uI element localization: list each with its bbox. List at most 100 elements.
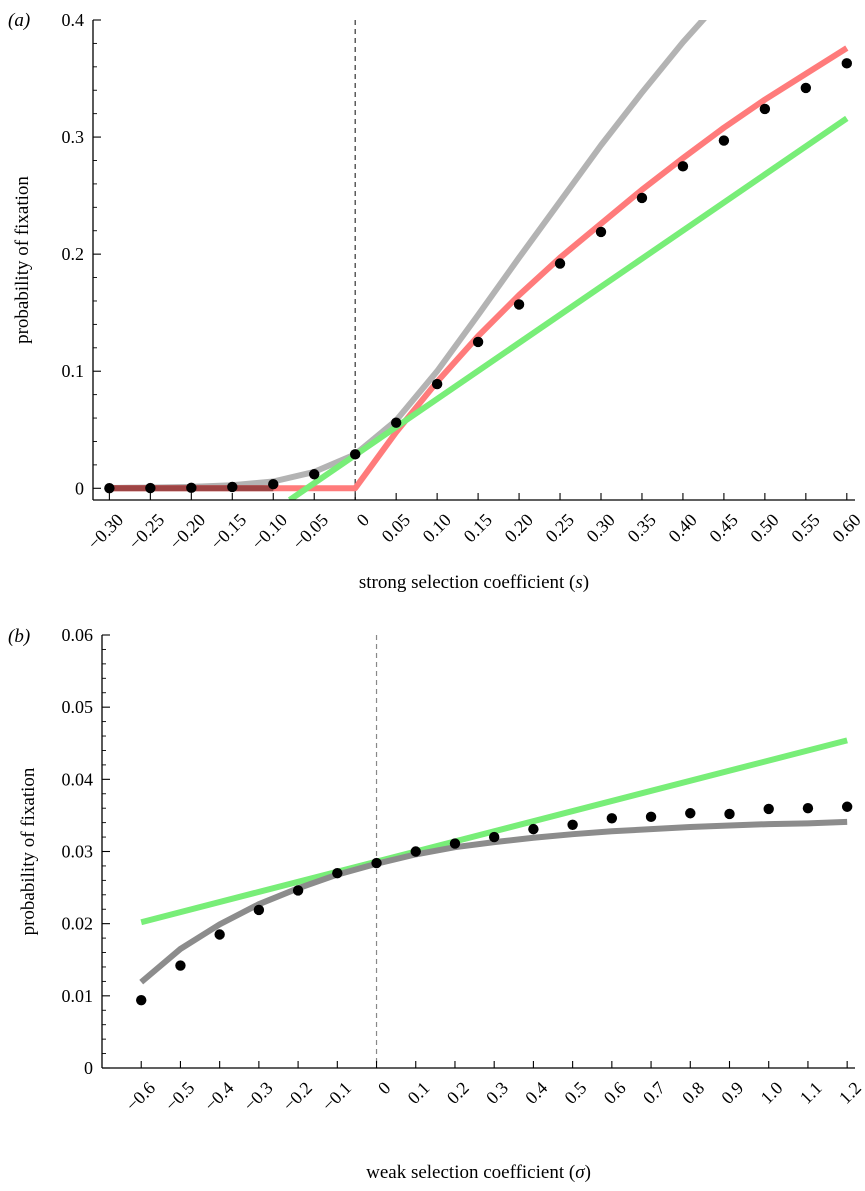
plot-area — [136, 737, 853, 1006]
data-point — [104, 482, 115, 494]
x-axis-title-part: σ — [575, 1162, 585, 1183]
data-point — [606, 813, 618, 824]
panel-b-chart: −0.6 −0.5 −0.4 −0.3 −0.2 −0.1 0 0.1 0.2 0.3 0.4 0.5… — [8, 625, 865, 1183]
data-point — [595, 226, 607, 238]
x-axis-title-part: strong selection coefficient ( — [359, 572, 576, 593]
x-axis-title-part: ) — [583, 572, 589, 593]
x-tick-label: 0.2 — [443, 1078, 473, 1108]
x-axis-title-part: s — [575, 572, 582, 593]
x-axis-title-part: weak selection coefficient ( — [366, 1162, 575, 1183]
data-point — [145, 482, 156, 494]
data-point — [528, 823, 539, 835]
x-tick-label: 1.1 — [796, 1078, 826, 1108]
x-tick-label: 0 — [353, 510, 374, 531]
x-tick-label: −0.25 — [125, 510, 169, 554]
y-tick-label: 0 — [84, 1058, 93, 1078]
x-tick-label: 0.60 — [828, 510, 864, 546]
x-tick-label: 0.50 — [746, 510, 782, 546]
y-tick-label: 0.01 — [62, 986, 94, 1006]
x-tick-label: −0.20 — [166, 510, 210, 554]
x-tick-label: 0.20 — [501, 510, 537, 546]
x-tick-label: 0.45 — [705, 510, 741, 546]
x-tick-label: −0.6 — [122, 1078, 159, 1115]
data-point — [292, 885, 304, 896]
x-tick-label: 0.6 — [600, 1078, 630, 1108]
x-tick-label: −0.2 — [279, 1078, 316, 1115]
x-tick-label: −0.1 — [318, 1078, 355, 1115]
x-tick-label: 0 — [374, 1078, 395, 1099]
data-point — [677, 161, 689, 172]
y-tick-label: 0.1 — [62, 361, 85, 381]
x-tick-label: 0.05 — [378, 510, 414, 546]
x-tick-label: 0.7 — [639, 1078, 669, 1108]
data-point — [800, 82, 812, 94]
x-tick-label: 1.0 — [757, 1078, 787, 1108]
x-axis-title: strong selection coefficient (s) — [359, 572, 589, 593]
data-point — [718, 135, 730, 146]
panel-label: (a) — [8, 10, 30, 31]
x-axis-title: weak selection coefficient (σ) — [366, 1162, 591, 1183]
data-point — [513, 299, 525, 310]
x-tick-label: 0.10 — [419, 510, 455, 546]
data-point — [645, 811, 657, 823]
y-tick-label: 0.2 — [62, 244, 85, 264]
data-point — [410, 846, 421, 857]
x-tick-label: 0.1 — [404, 1078, 434, 1108]
data-point — [186, 482, 197, 494]
data-point — [268, 478, 279, 490]
data-point — [724, 808, 735, 820]
data-point — [227, 481, 238, 493]
data-point — [371, 857, 382, 869]
series-line-0 — [140, 737, 848, 926]
x-tick-label: 1.2 — [835, 1078, 865, 1108]
data-point — [488, 831, 500, 843]
data-point — [567, 819, 578, 830]
series-line-1 — [139, 818, 848, 985]
data-point — [332, 867, 343, 879]
data-point — [449, 838, 461, 849]
y-tick-label: 0.03 — [62, 842, 94, 862]
data-point — [136, 994, 147, 1006]
x-tick-label: −0.5 — [161, 1078, 198, 1115]
series-line-2 — [287, 115, 849, 500]
x-tick-label: −0.10 — [248, 510, 292, 554]
x-tick-label: 0.35 — [623, 510, 659, 546]
panel-a-chart: −0.30−0.25−0.20−0.15−0.10−0.05 0 0.05 0.10 0… — [8, 10, 865, 593]
data-point — [636, 192, 648, 204]
y-axis-title: probability of fixation — [18, 767, 39, 935]
x-tick-label: 0.25 — [541, 510, 577, 546]
data-point — [214, 929, 225, 940]
x-tick-label: 0.5 — [560, 1078, 590, 1108]
data-point — [763, 803, 774, 815]
x-tick-label: 0.9 — [717, 1078, 747, 1108]
data-point — [685, 808, 696, 819]
x-tick-label: −0.4 — [200, 1078, 237, 1115]
x-tick-label: −0.30 — [84, 510, 128, 554]
data-point — [759, 103, 771, 115]
data-point — [175, 960, 186, 971]
y-tick-label: 0.4 — [62, 10, 85, 30]
y-tick-label: 0 — [75, 478, 84, 498]
x-tick-label: 0.15 — [460, 510, 496, 546]
x-tick-label: −0.3 — [240, 1078, 277, 1115]
x-tick-label: 0.4 — [521, 1078, 551, 1108]
x-tick-label: 0.40 — [664, 510, 700, 546]
y-tick-label: 0.3 — [62, 127, 85, 147]
y-axis-title: probability of fixation — [12, 176, 33, 344]
y-tick-label: 0.02 — [62, 914, 94, 934]
data-point — [253, 904, 265, 916]
x-axis-title-part: ) — [585, 1162, 591, 1183]
y-tick-label: 0.06 — [62, 625, 94, 645]
series-line-1 — [109, 45, 849, 492]
x-tick-label: 0.55 — [787, 510, 823, 546]
data-point — [349, 449, 361, 460]
data-point — [431, 378, 443, 390]
data-point — [841, 801, 853, 812]
x-tick-label: −0.05 — [289, 510, 333, 554]
data-point — [390, 417, 402, 428]
x-tick-label: 0.3 — [482, 1078, 512, 1108]
data-point — [472, 336, 484, 348]
data-point — [841, 58, 853, 69]
plot-area — [104, 20, 853, 500]
